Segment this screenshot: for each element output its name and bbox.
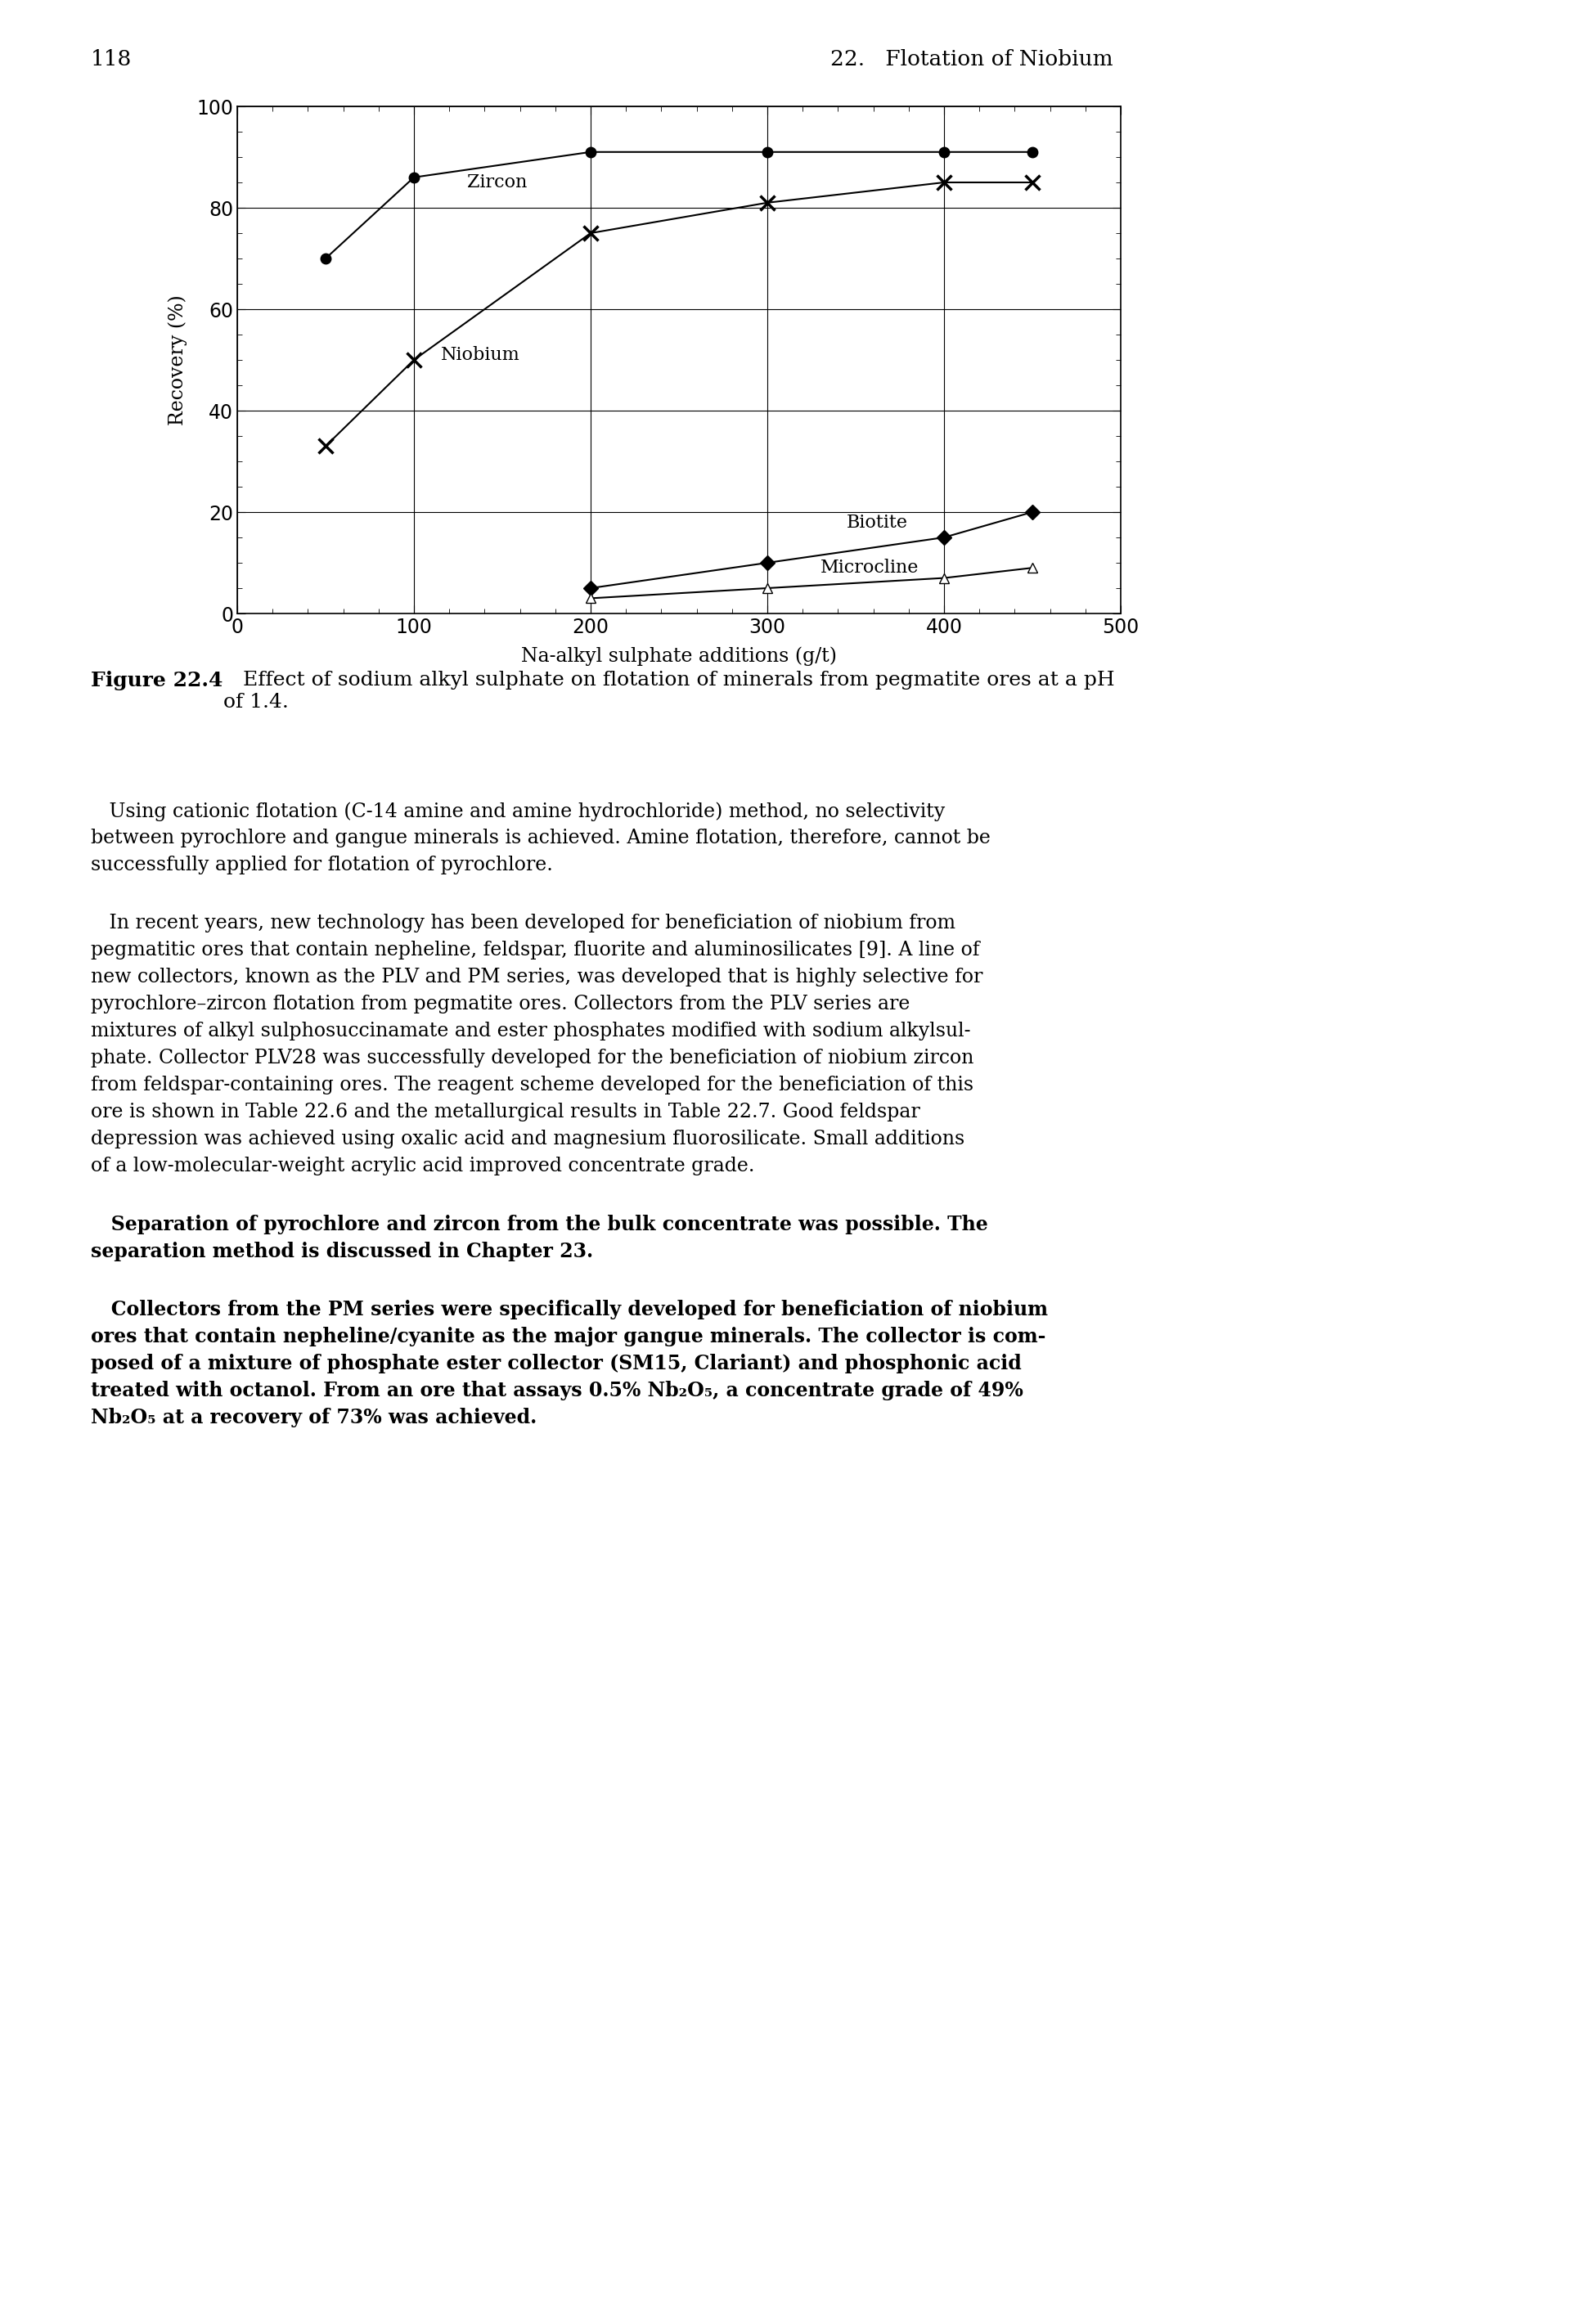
Text: ores that contain nepheline/cyanite as the major gangue minerals. The collector : ores that contain nepheline/cyanite as t… bbox=[91, 1326, 1045, 1347]
Text: phate. Collector PLV28 was successfully developed for the beneficiation of niobi: phate. Collector PLV28 was successfully … bbox=[91, 1048, 974, 1067]
Text: Collectors from the PM series were specifically developed for beneficiation of n: Collectors from the PM series were speci… bbox=[91, 1299, 1049, 1320]
Text: between pyrochlore and gangue minerals is achieved. Amine flotation, therefore, : between pyrochlore and gangue minerals i… bbox=[91, 828, 991, 846]
Text: In recent years, new technology has been developed for beneficiation of niobium : In recent years, new technology has been… bbox=[91, 914, 956, 932]
Text: pyrochlore–zircon flotation from pegmatite ores. Collectors from the PLV series : pyrochlore–zircon flotation from pegmati… bbox=[91, 995, 910, 1013]
Text: mixtures of alkyl sulphosuccinamate and ester phosphates modified with sodium al: mixtures of alkyl sulphosuccinamate and … bbox=[91, 1023, 970, 1041]
Text: pegmatitic ores that contain nepheline, feldspar, fluorite and aluminosilicates : pegmatitic ores that contain nepheline, … bbox=[91, 942, 980, 960]
Text: successfully applied for flotation of pyrochlore.: successfully applied for flotation of py… bbox=[91, 856, 554, 874]
Text: Separation of pyrochlore and zircon from the bulk concentrate was possible. The: Separation of pyrochlore and zircon from… bbox=[91, 1215, 988, 1234]
Text: Using cationic flotation (C-14 amine and amine hydrochloride) method, no selecti: Using cationic flotation (C-14 amine and… bbox=[91, 802, 945, 821]
Text: Biotite: Biotite bbox=[847, 512, 908, 531]
Text: ore is shown in Table 22.6 and the metallurgical results in Table 22.7. Good fel: ore is shown in Table 22.6 and the metal… bbox=[91, 1102, 921, 1122]
Text: Nb₂O₅ at a recovery of 73% was achieved.: Nb₂O₅ at a recovery of 73% was achieved. bbox=[91, 1408, 536, 1429]
Text: depression was achieved using oxalic acid and magnesium fluorosilicate. Small ad: depression was achieved using oxalic aci… bbox=[91, 1129, 966, 1148]
Text: Figure 22.4: Figure 22.4 bbox=[91, 670, 223, 691]
Text: 22.   Flotation of Niobium: 22. Flotation of Niobium bbox=[830, 49, 1112, 70]
Text: 118: 118 bbox=[91, 49, 132, 70]
Text: Effect of sodium alkyl sulphate on flotation of minerals from pegmatite ores at : Effect of sodium alkyl sulphate on flota… bbox=[223, 670, 1114, 712]
Text: separation method is discussed in Chapter 23.: separation method is discussed in Chapte… bbox=[91, 1241, 594, 1262]
Text: Microcline: Microcline bbox=[820, 559, 919, 577]
Text: posed of a mixture of phosphate ester collector (SM15, Clariant) and phosphonic : posed of a mixture of phosphate ester co… bbox=[91, 1354, 1021, 1373]
Text: Niobium: Niobium bbox=[440, 346, 520, 364]
Text: treated with octanol. From an ore that assays 0.5% Nb₂O₅, a concentrate grade of: treated with octanol. From an ore that a… bbox=[91, 1380, 1023, 1401]
Text: from feldspar-containing ores. The reagent scheme developed for the beneficiatio: from feldspar-containing ores. The reage… bbox=[91, 1076, 974, 1095]
Text: Zircon: Zircon bbox=[468, 174, 527, 192]
Y-axis label: Recovery (%): Recovery (%) bbox=[168, 295, 187, 424]
Text: of a low-molecular-weight acrylic acid improved concentrate grade.: of a low-molecular-weight acrylic acid i… bbox=[91, 1157, 755, 1176]
Text: new collectors, known as the PLV and PM series, was developed that is highly sel: new collectors, known as the PLV and PM … bbox=[91, 967, 983, 986]
X-axis label: Na-alkyl sulphate additions (g/t): Na-alkyl sulphate additions (g/t) bbox=[520, 647, 836, 666]
